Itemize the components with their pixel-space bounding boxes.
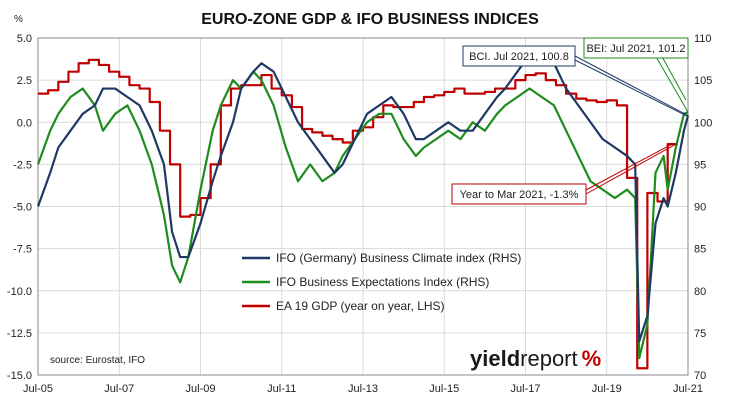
legend-entry: IFO Business Expectations Index (RHS) — [276, 275, 489, 289]
annotation-label: BEI: Jul 2021, 101.2 — [586, 43, 685, 55]
annotation-leader — [656, 57, 689, 113]
logo-part-report: report — [520, 346, 577, 371]
x-tick-label: Jul-07 — [104, 383, 134, 395]
right-tick-label: 95 — [694, 159, 706, 171]
chart-title: EURO-ZONE GDP & IFO BUSINESS INDICES — [201, 11, 539, 28]
right-tick-label: 80 — [694, 286, 706, 298]
annotation-leader — [574, 55, 689, 116]
annotation-label: BCI. Jul 2021, 100.8 — [469, 51, 569, 63]
svg-text:yieldreport%: yieldreport% — [470, 346, 601, 371]
right-tick-label: 85 — [694, 244, 706, 256]
left-tick-label: -10.0 — [7, 286, 32, 298]
right-tick-label: 105 — [694, 75, 712, 87]
x-tick-label: Jul-19 — [592, 383, 622, 395]
left-axis: 5.0 2.5 0.0 -2.5 -5.0 -7.5 -10.0 -12.5 -15.0 — [7, 33, 32, 382]
right-tick-label: 90 — [694, 202, 706, 214]
left-tick-label: -12.5 — [7, 328, 32, 340]
series-line — [38, 58, 678, 370]
annotation-leader — [662, 57, 687, 101]
legend: IFO (Germany) Business Climate index (RH… — [242, 251, 521, 313]
x-tick-label: Jul-05 — [23, 383, 53, 395]
yieldreport-logo: yieldreport% — [470, 346, 601, 371]
right-tick-label: 70 — [694, 370, 706, 382]
left-tick-label: -5.0 — [13, 202, 32, 214]
series-line — [36, 70, 689, 360]
legend-entry: IFO (Germany) Business Climate index (RH… — [276, 251, 521, 265]
annotation-box — [583, 37, 689, 59]
x-tick-label: Jul-11 — [267, 383, 296, 395]
x-tick-label: Jul-15 — [429, 383, 459, 395]
annotation-box — [462, 45, 576, 67]
annotation-label: Year to Mar 2021, -1.3% — [460, 189, 579, 201]
x-tick-label: Jul-21 — [673, 383, 703, 395]
left-axis-unit: % — [14, 14, 23, 25]
logo-part-yield: yield — [470, 346, 520, 371]
left-tick-label: -7.5 — [13, 244, 32, 256]
annotation-leader — [585, 142, 675, 191]
series-lines — [36, 53, 690, 370]
annotations: BCI. Jul 2021, 100.8 BEI: Jul 2021, 101.2… — [451, 37, 689, 205]
left-tick-label: 5.0 — [17, 33, 32, 45]
left-tick-label: 0.0 — [17, 117, 32, 129]
right-tick-label: 100 — [694, 117, 712, 129]
x-axis: Jul-05 Jul-07 Jul-09 Jul-11 Jul-13 Jul-15 Jul-… — [23, 383, 703, 395]
x-tick-label: Jul-13 — [348, 383, 378, 395]
legend-entry: EA 19 GDP (year on year, LHS) — [276, 299, 445, 313]
annotation-leader — [585, 143, 677, 195]
left-tick-label: 2.5 — [17, 75, 32, 87]
x-tick-label: Jul-17 — [511, 383, 541, 395]
logo-part-percent: % — [582, 346, 602, 371]
source-note: source: Eurostat, IFO — [50, 355, 145, 366]
right-tick-label: 75 — [694, 328, 706, 340]
left-tick-label: -2.5 — [13, 159, 32, 171]
annotation-box — [451, 183, 587, 205]
right-axis: 110 105 100 95 90 85 80 75 70 — [694, 33, 712, 382]
series-line — [36, 53, 690, 343]
x-tick-label: Jul-09 — [186, 383, 216, 395]
right-tick-label: 110 — [694, 33, 712, 45]
left-tick-label: -15.0 — [7, 370, 32, 382]
grid — [37, 37, 689, 376]
annotation-leader — [574, 59, 689, 117]
